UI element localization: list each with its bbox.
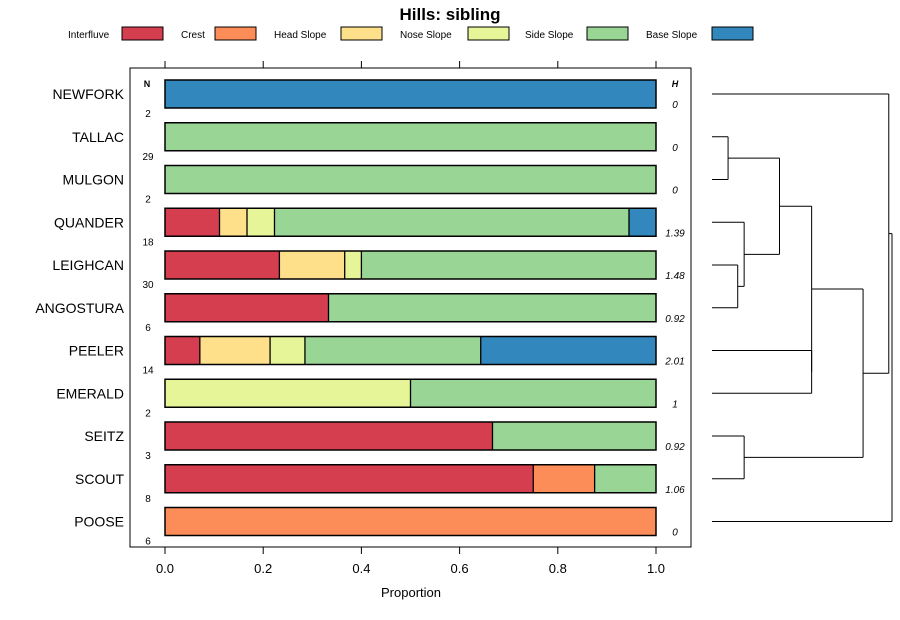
h-value-label: 2.01 [664, 357, 684, 368]
bar-segment [246, 208, 275, 237]
row-label: QUANDER [54, 214, 124, 230]
legend-swatch [586, 26, 629, 41]
x-axis-label: Proportion [381, 585, 441, 600]
h-value-label: 1.48 [665, 271, 685, 282]
bar-segment [165, 464, 534, 493]
bar-segment [165, 379, 411, 408]
h-value-label: 1.39 [665, 228, 685, 239]
bar-segment [279, 251, 345, 279]
h-value-label: 0 [672, 143, 678, 154]
n-count-label: 6 [145, 537, 151, 548]
x-axis: 0.0 0.2 0.4 0.6 0.8 1.0 [156, 61, 665, 576]
bar-outline [164, 207, 657, 237]
n-count-label: 18 [142, 237, 154, 248]
plot-frame [129, 67, 692, 548]
bar-segment [165, 293, 329, 322]
x-tick-label: 0.0 [156, 561, 174, 576]
bar-segment [165, 165, 656, 194]
legend-label: Side Slope [525, 30, 574, 41]
legend-label: Base Slope [646, 30, 698, 41]
bar-segment [361, 251, 656, 279]
bar-segment [270, 336, 305, 365]
x-tick-label: 1.0 [647, 561, 665, 576]
h-value-label: 0.92 [665, 442, 685, 453]
row-label: POOSE [74, 514, 124, 530]
legend-swatch [711, 26, 754, 41]
bar-outline [164, 79, 657, 109]
legend-label: Interfluve [68, 30, 110, 41]
bar-segment [165, 80, 656, 108]
legend-swatch [340, 26, 383, 41]
row-label: MULGON [63, 172, 124, 188]
bar-outline [164, 250, 657, 280]
legend-label: Nose Slope [400, 30, 452, 41]
bar-segment [344, 251, 362, 279]
bar-outline [164, 421, 657, 451]
bar-segment [533, 464, 595, 493]
bar-segment [274, 208, 629, 237]
legend: Interfluve Crest Head Slope Nose Slope Side … [68, 26, 754, 41]
row-label: SCOUT [75, 471, 124, 487]
n-count-label: 29 [142, 152, 154, 163]
row-label: SEITZ [84, 428, 124, 444]
row-label: NEWFORK [52, 86, 124, 102]
x-tick-label: 0.4 [352, 561, 370, 576]
bar-outline [164, 122, 657, 152]
bar-segment [165, 251, 280, 279]
bar-segment [304, 336, 481, 365]
bar-segment [165, 208, 220, 237]
dendrogram [712, 93, 893, 522]
h-value-label: 0 [672, 528, 678, 539]
h-value-label: 1.06 [665, 485, 685, 496]
h-value-label: 1 [672, 399, 678, 410]
bar-outline [164, 293, 657, 323]
bar-segment [328, 293, 656, 322]
n-count-label: 14 [142, 366, 154, 377]
n-count-label: 30 [142, 280, 154, 291]
x-tick-label: 0.6 [451, 561, 469, 576]
bar-segment [165, 507, 656, 536]
bar-outline [164, 464, 657, 494]
h-value-label: 0 [672, 100, 678, 111]
bar-segment [480, 336, 656, 365]
row-label: LEIGHCAN [52, 257, 124, 273]
legend-label: Crest [181, 30, 205, 41]
n-count-label: 2 [145, 408, 151, 419]
h-value-label: 0.92 [665, 314, 685, 325]
legend-swatch [214, 26, 257, 41]
bar-outline [164, 378, 657, 408]
row-label: EMERALD [56, 385, 124, 401]
bar-outline [164, 506, 657, 537]
n-count-label: 3 [145, 451, 151, 462]
h-column-header: H [672, 79, 679, 89]
x-tick-label: 0.8 [549, 561, 567, 576]
chart-title: Hills: sibling [399, 5, 500, 24]
legend-swatch [121, 26, 164, 41]
row-label: PEELER [69, 343, 124, 359]
row-label: ANGOSTURA [35, 300, 124, 316]
row-label: TALLAC [72, 129, 124, 145]
n-column-header: N [144, 79, 151, 89]
legend-swatch [467, 26, 510, 41]
bar-segment [165, 422, 493, 450]
bar-outline [164, 335, 657, 366]
legend-label: Head Slope [274, 30, 327, 41]
bar-segment [219, 208, 247, 237]
n-count-label: 2 [145, 109, 151, 120]
bar-segment [410, 379, 656, 408]
bar-segment [165, 336, 200, 365]
n-count-label: 8 [145, 494, 151, 505]
x-tick-label: 0.2 [254, 561, 272, 576]
bar-segment [492, 422, 656, 450]
bar-segment [199, 336, 271, 365]
bar-outline [164, 164, 657, 195]
n-count-label: 2 [145, 195, 151, 206]
bar-segment [594, 464, 656, 493]
bar-segment [165, 122, 656, 151]
n-count-label: 6 [145, 323, 151, 334]
bar-segment [628, 208, 656, 237]
h-value-label: 0 [672, 186, 678, 197]
bars-group: NEWFORK20TALLAC290MULGON20QUANDER181.39L… [35, 79, 685, 548]
